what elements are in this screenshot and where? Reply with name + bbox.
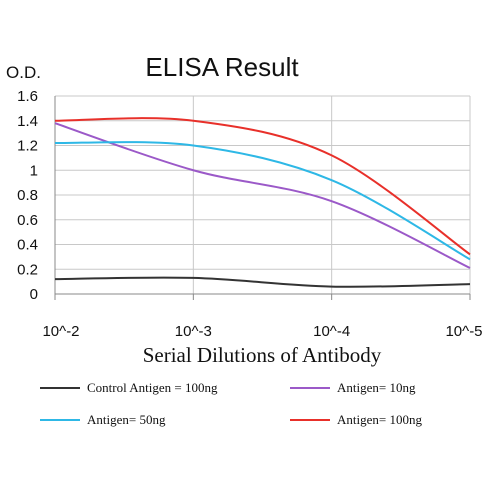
- series-line-control-antigen: [54, 276, 471, 288]
- y-tick-label: 1.2: [17, 138, 38, 155]
- y-tick-label: 0: [30, 286, 38, 303]
- y-tick-label: 0.8: [17, 187, 38, 204]
- grid-layer: [54, 95, 471, 295]
- y-tick-label: 0.4: [17, 237, 38, 254]
- legend-label: Antigen= 10ng: [337, 380, 416, 395]
- x-tick-label: 10^-2: [42, 323, 79, 340]
- axis-layer: [54, 96, 471, 300]
- legend-label: Antigen= 50ng: [87, 412, 166, 427]
- x-tick-label: 10^-5: [445, 323, 482, 340]
- y-tick-labels: 0 0.2 0.4 0.6 0.8 1 1.2 1.4 1.6: [17, 88, 38, 303]
- x-tick-label: 10^-3: [175, 323, 212, 340]
- series-layer: [54, 117, 471, 288]
- y-tick-label: 1.4: [17, 113, 38, 130]
- y-axis-label: O.D.: [6, 63, 41, 82]
- legend-label: Antigen= 100ng: [337, 412, 422, 427]
- y-tick-label: 0.2: [17, 261, 38, 278]
- x-tick-labels: 10^-2 10^-3 10^-4 10^-5: [42, 323, 482, 340]
- legend: Control Antigen = 100ng Antigen= 10ng Anti…: [40, 380, 422, 427]
- series-line-antigen-10ng: [54, 122, 471, 269]
- series-line-antigen-50ng: [54, 141, 471, 261]
- legend-label: Control Antigen = 100ng: [87, 380, 218, 395]
- y-tick-label: 1.6: [17, 88, 38, 105]
- series-line-antigen-100ng: [54, 117, 471, 256]
- y-tick-label: 1: [30, 162, 38, 179]
- y-tick-label: 0.6: [17, 212, 38, 229]
- x-tick-label: 10^-4: [313, 323, 350, 340]
- x-axis-label: Serial Dilutions of Antibody: [143, 343, 382, 367]
- chart-title: ELISA Result: [145, 52, 299, 82]
